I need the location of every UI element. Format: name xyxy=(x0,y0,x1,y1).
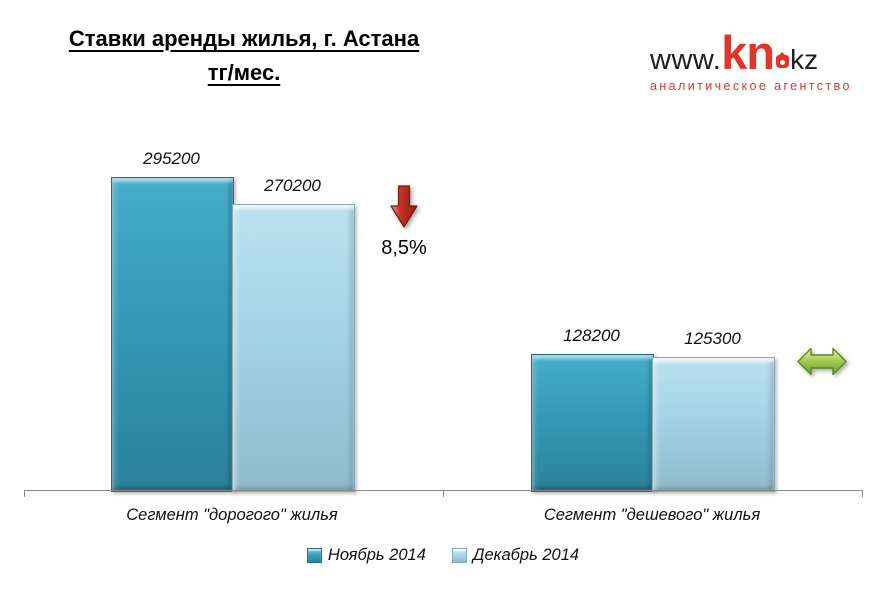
bar-series1-group1 xyxy=(111,177,234,492)
logo-kz-text: kz xyxy=(790,44,819,75)
bar-series1-group2 xyxy=(531,354,654,492)
logo-www-text: www. xyxy=(650,44,722,76)
bar-series2-group1 xyxy=(232,204,355,492)
legend: Ноябрь 2014 Декабрь 2014 xyxy=(0,546,886,565)
legend-swatch-december xyxy=(451,548,467,563)
decrease-arrow-icon xyxy=(390,185,418,228)
legend-item-december: Декабрь 2014 xyxy=(451,546,580,565)
chart-title: Ставки аренды жилья, г. Астана тг/мес. xyxy=(18,22,470,90)
bar-value-label: 295200 xyxy=(143,149,200,168)
category-label-expensive: Сегмент "дорогого" жилья xyxy=(126,506,338,524)
bar-series2-group2 xyxy=(652,357,775,492)
logo-wordmark: www. kn kz xyxy=(650,26,850,79)
legend-label-november: Ноябрь 2014 xyxy=(327,546,426,564)
logo-kn-text: kn xyxy=(721,26,775,79)
logo-house-pin-icon xyxy=(776,52,790,68)
expensive-segment-annotation: 8,5% xyxy=(372,184,436,260)
legend-item-november: Ноябрь 2014 xyxy=(306,546,426,565)
legend-swatch-november xyxy=(306,548,322,563)
chart-title-line1: Ставки аренды жилья, г. Астана xyxy=(68,26,420,51)
x-axis-tick-right xyxy=(862,490,863,497)
kn-kz-logo: www. kn kz аналитическое агентство xyxy=(650,26,852,93)
category-label-cheap: Сегмент "дешевого" жилья xyxy=(543,506,761,524)
x-axis-tick-left xyxy=(24,490,25,497)
bar-value-label: 125300 xyxy=(684,329,741,348)
expensive-segment-change-label: 8,5% xyxy=(381,237,427,259)
stable-arrow-icon xyxy=(797,347,847,376)
bar-value-label: 270200 xyxy=(264,176,321,195)
x-axis-tick-middle xyxy=(443,490,444,497)
bar-value-label: 128200 xyxy=(563,326,620,345)
logo-tagline: аналитическое агентство xyxy=(650,79,852,93)
legend-label-december: Декабрь 2014 xyxy=(472,546,580,564)
chart-title-line2: тг/мес. xyxy=(207,60,281,85)
cheap-segment-annotation xyxy=(796,342,848,382)
